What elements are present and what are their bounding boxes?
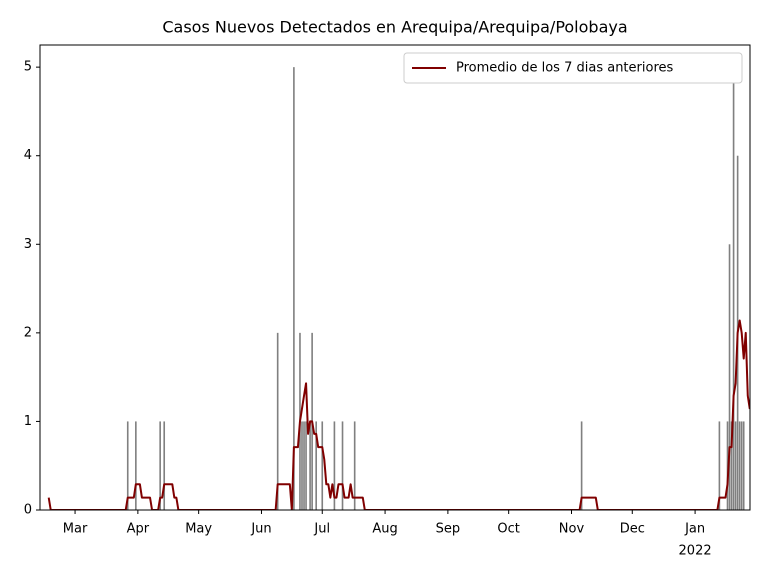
plot-area xyxy=(47,67,750,510)
legend-label: Promedio de los 7 dias anteriores xyxy=(456,61,673,76)
line xyxy=(47,319,750,510)
y-tick-label: 3 xyxy=(24,237,32,252)
bar xyxy=(301,421,303,510)
bar xyxy=(740,421,743,510)
x-tick-label: Nov xyxy=(559,522,585,537)
bar xyxy=(738,421,741,510)
bar xyxy=(303,421,305,510)
bar xyxy=(293,67,295,510)
y-tick-label: 4 xyxy=(24,148,32,163)
bar xyxy=(341,421,344,510)
x-tick-label: Jun xyxy=(250,522,271,537)
bar xyxy=(718,421,721,510)
y-tick-label: 2 xyxy=(24,325,32,340)
bar xyxy=(276,332,279,510)
bar xyxy=(728,244,731,510)
bar xyxy=(315,421,317,510)
x-tick-label: Jul xyxy=(313,522,330,537)
x-tick-label: Oct xyxy=(497,522,519,537)
bar xyxy=(309,421,311,510)
x-year-label: 2022 xyxy=(679,544,712,559)
x-tick-label: Jan xyxy=(684,522,705,537)
bar xyxy=(333,421,336,510)
bar xyxy=(726,421,729,510)
bar xyxy=(305,421,307,510)
bar xyxy=(734,421,737,510)
bar xyxy=(742,421,745,510)
y-tick-label: 5 xyxy=(24,60,32,75)
bar xyxy=(321,421,324,510)
bar xyxy=(580,421,583,510)
y-tick-label: 1 xyxy=(24,414,32,429)
x-tick-label: Dec xyxy=(620,522,645,537)
x-tick-label: May xyxy=(185,522,212,537)
bar xyxy=(126,421,129,510)
bar xyxy=(163,421,166,510)
bar xyxy=(159,421,161,510)
legend-box xyxy=(403,52,743,84)
x-tick-label: Mar xyxy=(63,522,88,537)
bar xyxy=(135,421,137,510)
x-tick-label: Aug xyxy=(372,522,397,537)
chart-title: Casos Nuevos Detectados en Arequipa/Areq… xyxy=(162,18,627,37)
y-tick-label: 0 xyxy=(24,503,32,518)
x-tick-label: Sep xyxy=(436,522,461,537)
bar xyxy=(353,421,356,510)
bar xyxy=(730,421,733,510)
axes-frame xyxy=(39,44,751,511)
x-tick-label: Apr xyxy=(127,522,150,537)
bar xyxy=(732,67,735,510)
